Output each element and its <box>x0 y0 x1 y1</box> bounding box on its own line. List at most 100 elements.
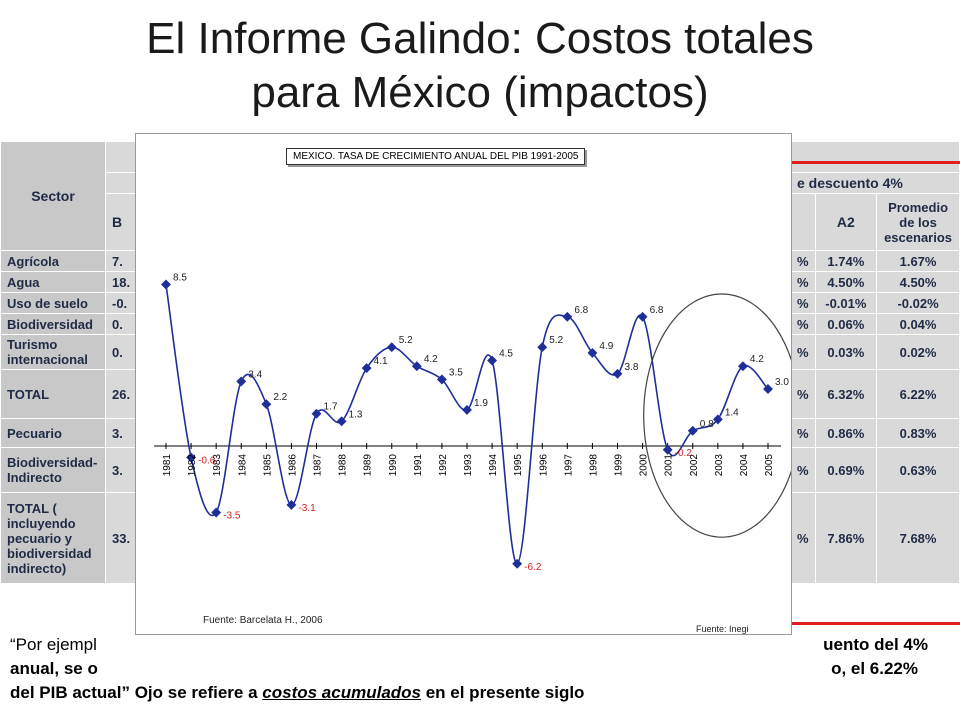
x-tick-label: 1992 <box>438 454 449 477</box>
data-label: 1.4 <box>725 407 739 418</box>
x-tick-label: 1995 <box>513 454 524 477</box>
data-label: -0.6 <box>198 455 216 466</box>
data-point <box>236 376 247 387</box>
header-sector: Sector <box>0 141 106 251</box>
table-cell: 0. <box>104 334 138 370</box>
data-point <box>361 363 372 374</box>
table-cell: 33. <box>104 492 138 584</box>
table-row-label: Turismo internacional <box>0 334 106 370</box>
data-label: 3.8 <box>625 362 639 373</box>
footer-text: “Por ejemplxxxxxxxxxxxxxxxxxxxxxxxxxxxxx… <box>10 633 950 705</box>
x-tick-label: 2002 <box>689 454 700 477</box>
data-point <box>161 279 171 290</box>
slide-title: El Informe Galindo: Costos totales para … <box>0 12 960 120</box>
data-point <box>286 499 297 510</box>
x-tick-label: 1996 <box>538 454 549 477</box>
data-label: 3.0 <box>775 377 789 388</box>
x-tick-label: 1997 <box>563 454 574 477</box>
data-label: -0.2 <box>675 448 693 459</box>
data-label: -3.5 <box>223 511 241 522</box>
x-tick-label: 1994 <box>488 454 499 477</box>
table-row-label: Agua <box>0 271 106 293</box>
data-point <box>336 416 347 427</box>
x-tick-label: 2000 <box>639 454 650 477</box>
data-point <box>386 342 397 353</box>
data-label: 2.2 <box>273 392 287 403</box>
highlight-circle <box>643 293 791 538</box>
data-label: 4.1 <box>374 356 388 367</box>
data-label: 4.5 <box>499 349 513 360</box>
x-tick-label: 2004 <box>739 454 750 477</box>
data-label: 3.4 <box>248 369 262 380</box>
data-label: 6.8 <box>574 305 588 316</box>
x-tick-label: 1989 <box>363 454 374 477</box>
data-label: 3.5 <box>449 368 463 379</box>
data-point <box>487 355 498 366</box>
data-point <box>562 311 573 322</box>
data-point <box>462 404 472 415</box>
table-right-fragment: e descuento 4% A2 Promedio de los escena… <box>790 141 960 584</box>
series-line <box>165 284 769 565</box>
data-point <box>512 558 523 569</box>
table-cell: -0. <box>104 292 138 314</box>
data-label: 6.8 <box>650 305 664 316</box>
footer-line1: “Por ejemplxxxxxxxxxxxxxxxxxxxxxxxxxxxxx… <box>10 635 928 654</box>
table-cell: 3. <box>104 418 138 448</box>
data-point <box>662 444 673 455</box>
header-partial: B <box>104 193 138 251</box>
data-label: 0.8 <box>700 419 714 430</box>
source-right: Fuente: Inegi <box>696 624 749 634</box>
table-cell: 26. <box>104 369 138 419</box>
data-point <box>537 342 548 353</box>
data-label: 5.2 <box>399 335 413 346</box>
x-tick-label: 1988 <box>338 454 349 477</box>
highlight-box <box>785 161 960 625</box>
source-left: Fuente: Barcelata H., 2006 <box>203 615 323 626</box>
x-tick-label: 1983 <box>212 454 223 477</box>
chart-panel: 8.5 1981 -0.6 1982 -3.5 1983 3.4 1984 2.2 1985 -3.… <box>135 133 792 635</box>
data-label: 5.2 <box>549 335 563 346</box>
table-row-label: Uso de suelo <box>0 292 106 314</box>
background-table: Sector B Agrícola 7. Agua 18. Uso de suelo… <box>0 141 960 623</box>
data-point <box>737 361 748 372</box>
data-point <box>612 368 623 379</box>
footer-line2: anual, se o o, el 6.22% <box>10 659 918 678</box>
x-tick-label: 1986 <box>287 454 298 477</box>
data-label: 1.9 <box>474 398 488 409</box>
table-row-label: Agrícola <box>0 250 106 272</box>
table-row-label: Pecuario <box>0 418 106 448</box>
x-tick-label: 1981 <box>162 454 173 477</box>
table-cell: 0. <box>104 313 138 335</box>
slide-title-line2: para México (impactos) <box>251 68 709 117</box>
table-row-label: TOTAL <box>0 369 106 419</box>
data-point <box>687 425 698 436</box>
x-tick-label: 1993 <box>463 454 474 477</box>
data-point <box>637 311 648 322</box>
data-label: 8.5 <box>173 273 187 284</box>
data-label: 4.9 <box>599 341 613 352</box>
chart-title: MEXICO. TASA DE CRECIMIENTO ANUAL DEL PI… <box>286 148 586 165</box>
table-row-label: Biodiversidad <box>0 313 106 335</box>
emphasis-accumulated-costs: costos acumulados <box>262 683 421 702</box>
data-label: 4.2 <box>424 354 438 365</box>
data-label: 1.3 <box>349 409 363 420</box>
data-label: 4.2 <box>750 354 764 365</box>
x-tick-label: 1985 <box>262 454 273 477</box>
data-point <box>712 414 723 425</box>
footer-line3: del PIB actual” Ojo se refiere a costos … <box>10 683 585 702</box>
data-point <box>261 399 272 410</box>
x-tick-label: 2003 <box>714 454 725 477</box>
data-label: -3.1 <box>298 503 316 514</box>
x-tick-label: 1990 <box>388 454 399 477</box>
data-point <box>411 361 422 372</box>
table-cell: 18. <box>104 271 138 293</box>
x-tick-label: 2001 <box>664 454 675 477</box>
table-cell: 3. <box>104 447 138 493</box>
x-tick-label: 1998 <box>588 454 599 477</box>
x-tick-label: 1991 <box>413 454 424 477</box>
table-cell: 7. <box>104 250 138 272</box>
x-tick-label: 1987 <box>313 454 324 477</box>
table-row-label: Biodiversidad-Indirecto <box>0 447 106 493</box>
data-label: -6.2 <box>524 562 542 573</box>
